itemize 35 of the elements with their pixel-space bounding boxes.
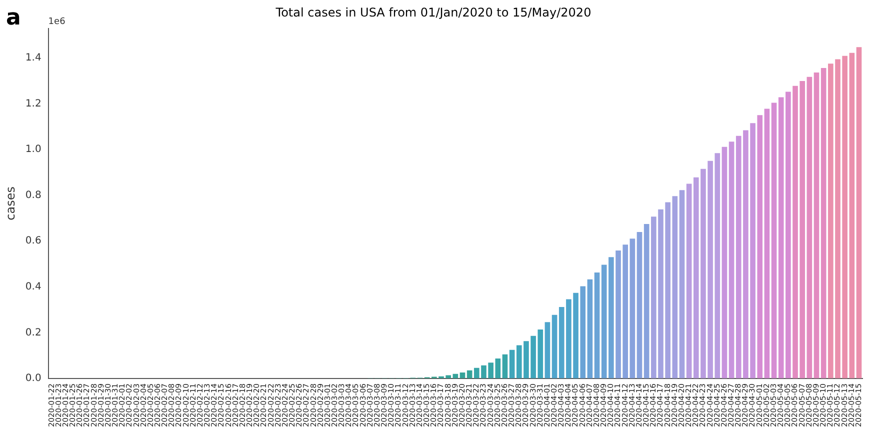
y-tick-label: 0.8 xyxy=(25,190,42,201)
bar xyxy=(636,232,642,378)
bar xyxy=(594,272,600,378)
bar xyxy=(764,108,770,378)
bar xyxy=(856,47,862,378)
bar xyxy=(849,52,855,378)
bar xyxy=(771,102,777,378)
bar xyxy=(757,115,763,378)
bar xyxy=(644,224,650,378)
bar xyxy=(806,76,812,378)
bar xyxy=(728,142,734,378)
y-tick-label: 0.0 xyxy=(25,373,42,384)
y-tick-label: 0.2 xyxy=(25,327,42,338)
text: a xyxy=(6,6,21,31)
bar xyxy=(679,190,685,378)
y-tick-label: 1.4 xyxy=(25,52,42,64)
bar xyxy=(580,286,586,378)
bar xyxy=(552,314,558,378)
y-tick-label: 1.0 xyxy=(25,144,42,156)
bar xyxy=(672,196,678,378)
y-tick-label: 0.4 xyxy=(25,282,42,292)
y-tick-label: 1.2 xyxy=(25,98,42,110)
bar xyxy=(686,184,692,378)
bar xyxy=(722,146,728,378)
bar xyxy=(502,354,508,378)
text: 1e6 xyxy=(48,17,66,28)
bar xyxy=(820,68,826,378)
bar xyxy=(544,322,550,378)
bar xyxy=(587,279,593,378)
bar xyxy=(814,72,820,378)
chart-title: Total cases in USA from 01/Jan/2020 to 15/May/2020 xyxy=(274,5,592,20)
y-axis-title: cases xyxy=(3,186,18,220)
bar xyxy=(630,238,636,378)
y-tick-label: 0.6 xyxy=(25,236,42,247)
bar xyxy=(509,350,515,378)
